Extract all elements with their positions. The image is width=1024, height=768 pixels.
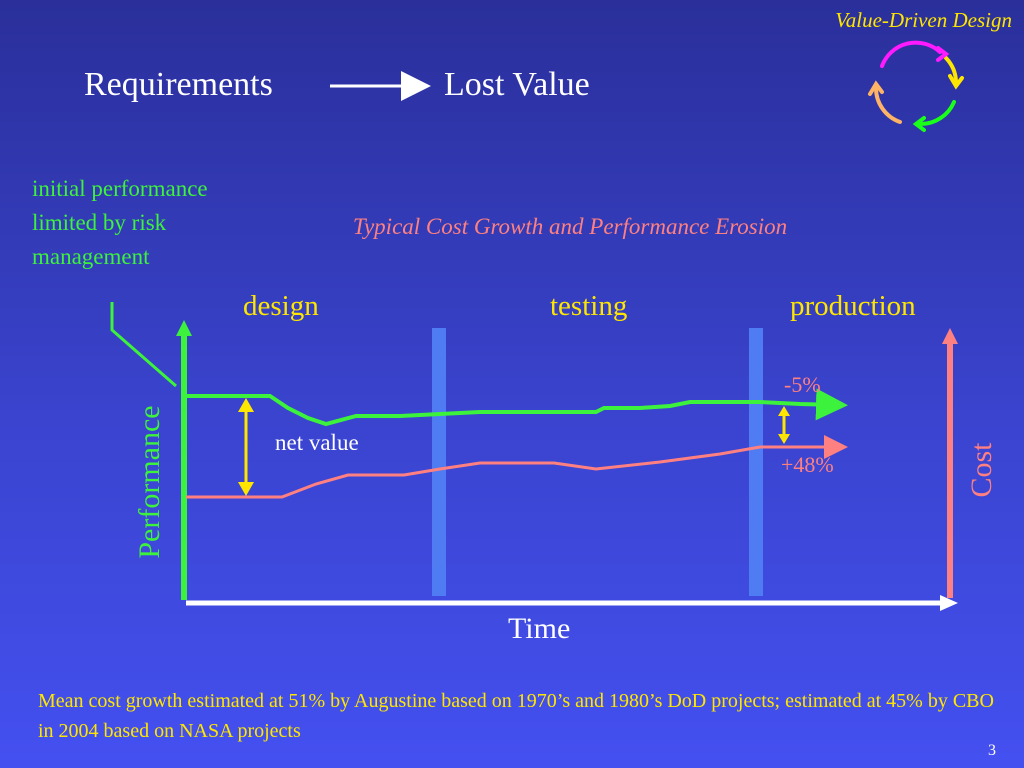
phase-design-label: design bbox=[243, 290, 319, 322]
risk-callout: initial performance limited by risk mana… bbox=[32, 176, 208, 269]
cost-curve bbox=[186, 435, 848, 499]
net-value-label: net value bbox=[275, 430, 359, 455]
change-arrow bbox=[778, 406, 790, 444]
cost-axis-label: Cost bbox=[965, 442, 998, 498]
phase-production-label: production bbox=[790, 290, 916, 322]
callout-leader bbox=[110, 302, 177, 388]
performance-axis-arrowhead bbox=[176, 320, 192, 336]
cost-axis-arrowhead bbox=[942, 328, 958, 344]
footnote: Mean cost growth estimated at 51% by Aug… bbox=[38, 690, 994, 742]
net-value-arrow bbox=[238, 398, 254, 496]
performance-change-label: -5% bbox=[784, 372, 821, 397]
time-axis-label: Time bbox=[508, 612, 571, 645]
page-number: 3 bbox=[988, 742, 996, 759]
cost-change-label: +48% bbox=[781, 452, 834, 477]
performance-axis-label: Performance bbox=[133, 405, 166, 559]
performance-curve bbox=[186, 388, 848, 427]
lost-value-label: Lost Value bbox=[444, 66, 590, 103]
milestone-bar-production bbox=[749, 328, 763, 596]
cycle-icon bbox=[868, 40, 964, 132]
milestone-bar-testing bbox=[432, 328, 446, 596]
brand-title: Value-Driven Design bbox=[835, 8, 1012, 32]
requirements-label: Requirements bbox=[84, 66, 273, 103]
diagram-subtitle: Typical Cost Growth and Performance Eros… bbox=[352, 214, 788, 239]
phase-testing-label: testing bbox=[550, 290, 628, 322]
time-axis-arrowhead bbox=[940, 595, 958, 611]
